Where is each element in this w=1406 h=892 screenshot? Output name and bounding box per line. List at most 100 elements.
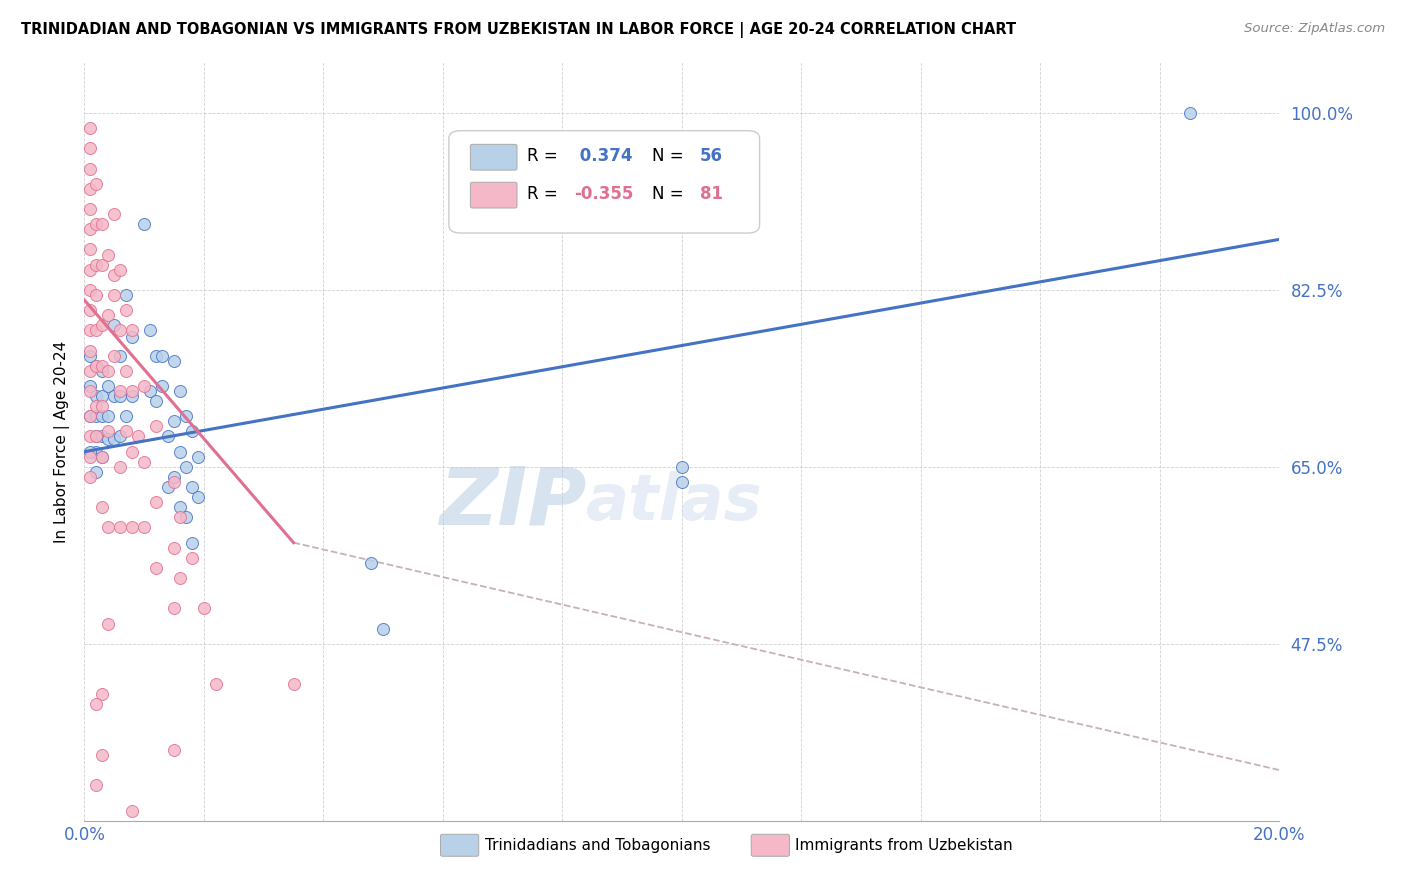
Point bbox=[145, 419, 167, 434]
Point bbox=[110, 349, 132, 363]
Point bbox=[163, 353, 186, 368]
Point bbox=[103, 389, 125, 403]
Point bbox=[157, 480, 180, 494]
Point bbox=[97, 364, 120, 378]
Point bbox=[110, 429, 132, 443]
Point bbox=[79, 349, 101, 363]
Point bbox=[132, 217, 156, 231]
Point bbox=[97, 379, 120, 393]
Point bbox=[115, 364, 138, 378]
Point bbox=[360, 556, 382, 570]
Point bbox=[91, 399, 114, 413]
Point bbox=[174, 409, 197, 424]
Point bbox=[79, 444, 101, 458]
Point bbox=[91, 359, 114, 373]
Point bbox=[86, 288, 108, 302]
Point bbox=[150, 379, 173, 393]
Point bbox=[86, 359, 108, 373]
Point bbox=[121, 520, 143, 534]
Point bbox=[79, 429, 101, 443]
Point bbox=[1178, 106, 1201, 120]
Point bbox=[163, 601, 186, 615]
Point bbox=[91, 409, 114, 424]
Point bbox=[79, 379, 101, 393]
Point bbox=[103, 268, 125, 282]
Point bbox=[86, 399, 108, 413]
Point bbox=[145, 394, 167, 409]
Point bbox=[91, 318, 114, 333]
Point bbox=[169, 444, 191, 458]
Point bbox=[110, 262, 132, 277]
Text: TRINIDADIAN AND TOBAGONIAN VS IMMIGRANTS FROM UZBEKISTAN IN LABOR FORCE | AGE 20: TRINIDADIAN AND TOBAGONIAN VS IMMIGRANTS… bbox=[21, 22, 1017, 38]
Point bbox=[79, 141, 101, 155]
Point bbox=[79, 121, 101, 136]
Point bbox=[132, 455, 156, 469]
Point bbox=[163, 743, 186, 757]
Point bbox=[110, 384, 132, 398]
Point bbox=[79, 262, 101, 277]
Point bbox=[145, 495, 167, 509]
Text: 0.374: 0.374 bbox=[575, 146, 633, 165]
Point bbox=[139, 384, 162, 398]
Text: ZIP: ZIP bbox=[439, 463, 586, 541]
Point bbox=[150, 349, 173, 363]
Point bbox=[86, 698, 108, 712]
Point bbox=[86, 429, 108, 443]
Point bbox=[97, 308, 120, 322]
Point bbox=[163, 475, 186, 489]
Point bbox=[86, 323, 108, 337]
FancyBboxPatch shape bbox=[471, 182, 517, 208]
Point bbox=[110, 520, 132, 534]
Point bbox=[163, 414, 186, 428]
Point bbox=[91, 364, 114, 378]
Point bbox=[110, 323, 132, 337]
Point bbox=[79, 384, 101, 398]
Point bbox=[86, 177, 108, 191]
Point bbox=[86, 359, 108, 373]
Point bbox=[79, 303, 101, 318]
Point bbox=[132, 379, 156, 393]
Point bbox=[121, 323, 143, 337]
Point bbox=[145, 561, 167, 575]
Text: Trinidadians and Tobagonians: Trinidadians and Tobagonians bbox=[485, 838, 710, 853]
FancyBboxPatch shape bbox=[751, 834, 790, 856]
Point bbox=[193, 601, 215, 615]
Text: R =: R = bbox=[527, 185, 562, 202]
Point bbox=[181, 480, 204, 494]
Point bbox=[103, 432, 125, 446]
Point bbox=[103, 288, 125, 302]
Point bbox=[97, 616, 120, 631]
Point bbox=[115, 288, 138, 302]
Point bbox=[187, 490, 209, 504]
Point bbox=[169, 500, 191, 515]
Point bbox=[91, 217, 114, 231]
Point bbox=[86, 444, 108, 458]
Point bbox=[86, 389, 108, 403]
Point bbox=[174, 510, 197, 524]
Point bbox=[91, 687, 114, 701]
Text: Immigrants from Uzbekistan: Immigrants from Uzbekistan bbox=[796, 838, 1014, 853]
Point bbox=[163, 470, 186, 484]
Point bbox=[86, 217, 108, 231]
Point bbox=[163, 541, 186, 555]
Text: -0.355: -0.355 bbox=[575, 185, 634, 202]
Point bbox=[671, 459, 693, 474]
Point bbox=[671, 475, 693, 489]
Point bbox=[174, 459, 197, 474]
Point bbox=[91, 747, 114, 762]
Point bbox=[169, 510, 191, 524]
Point bbox=[79, 364, 101, 378]
Point bbox=[79, 450, 101, 464]
Point bbox=[79, 161, 101, 176]
Point bbox=[91, 389, 114, 403]
Point bbox=[169, 384, 191, 398]
Point bbox=[103, 349, 125, 363]
Point bbox=[91, 500, 114, 515]
Point bbox=[97, 432, 120, 446]
Point bbox=[110, 459, 132, 474]
Point bbox=[79, 283, 101, 297]
Point bbox=[79, 470, 101, 484]
FancyBboxPatch shape bbox=[449, 130, 759, 233]
Point bbox=[86, 258, 108, 272]
Text: R =: R = bbox=[527, 146, 562, 165]
